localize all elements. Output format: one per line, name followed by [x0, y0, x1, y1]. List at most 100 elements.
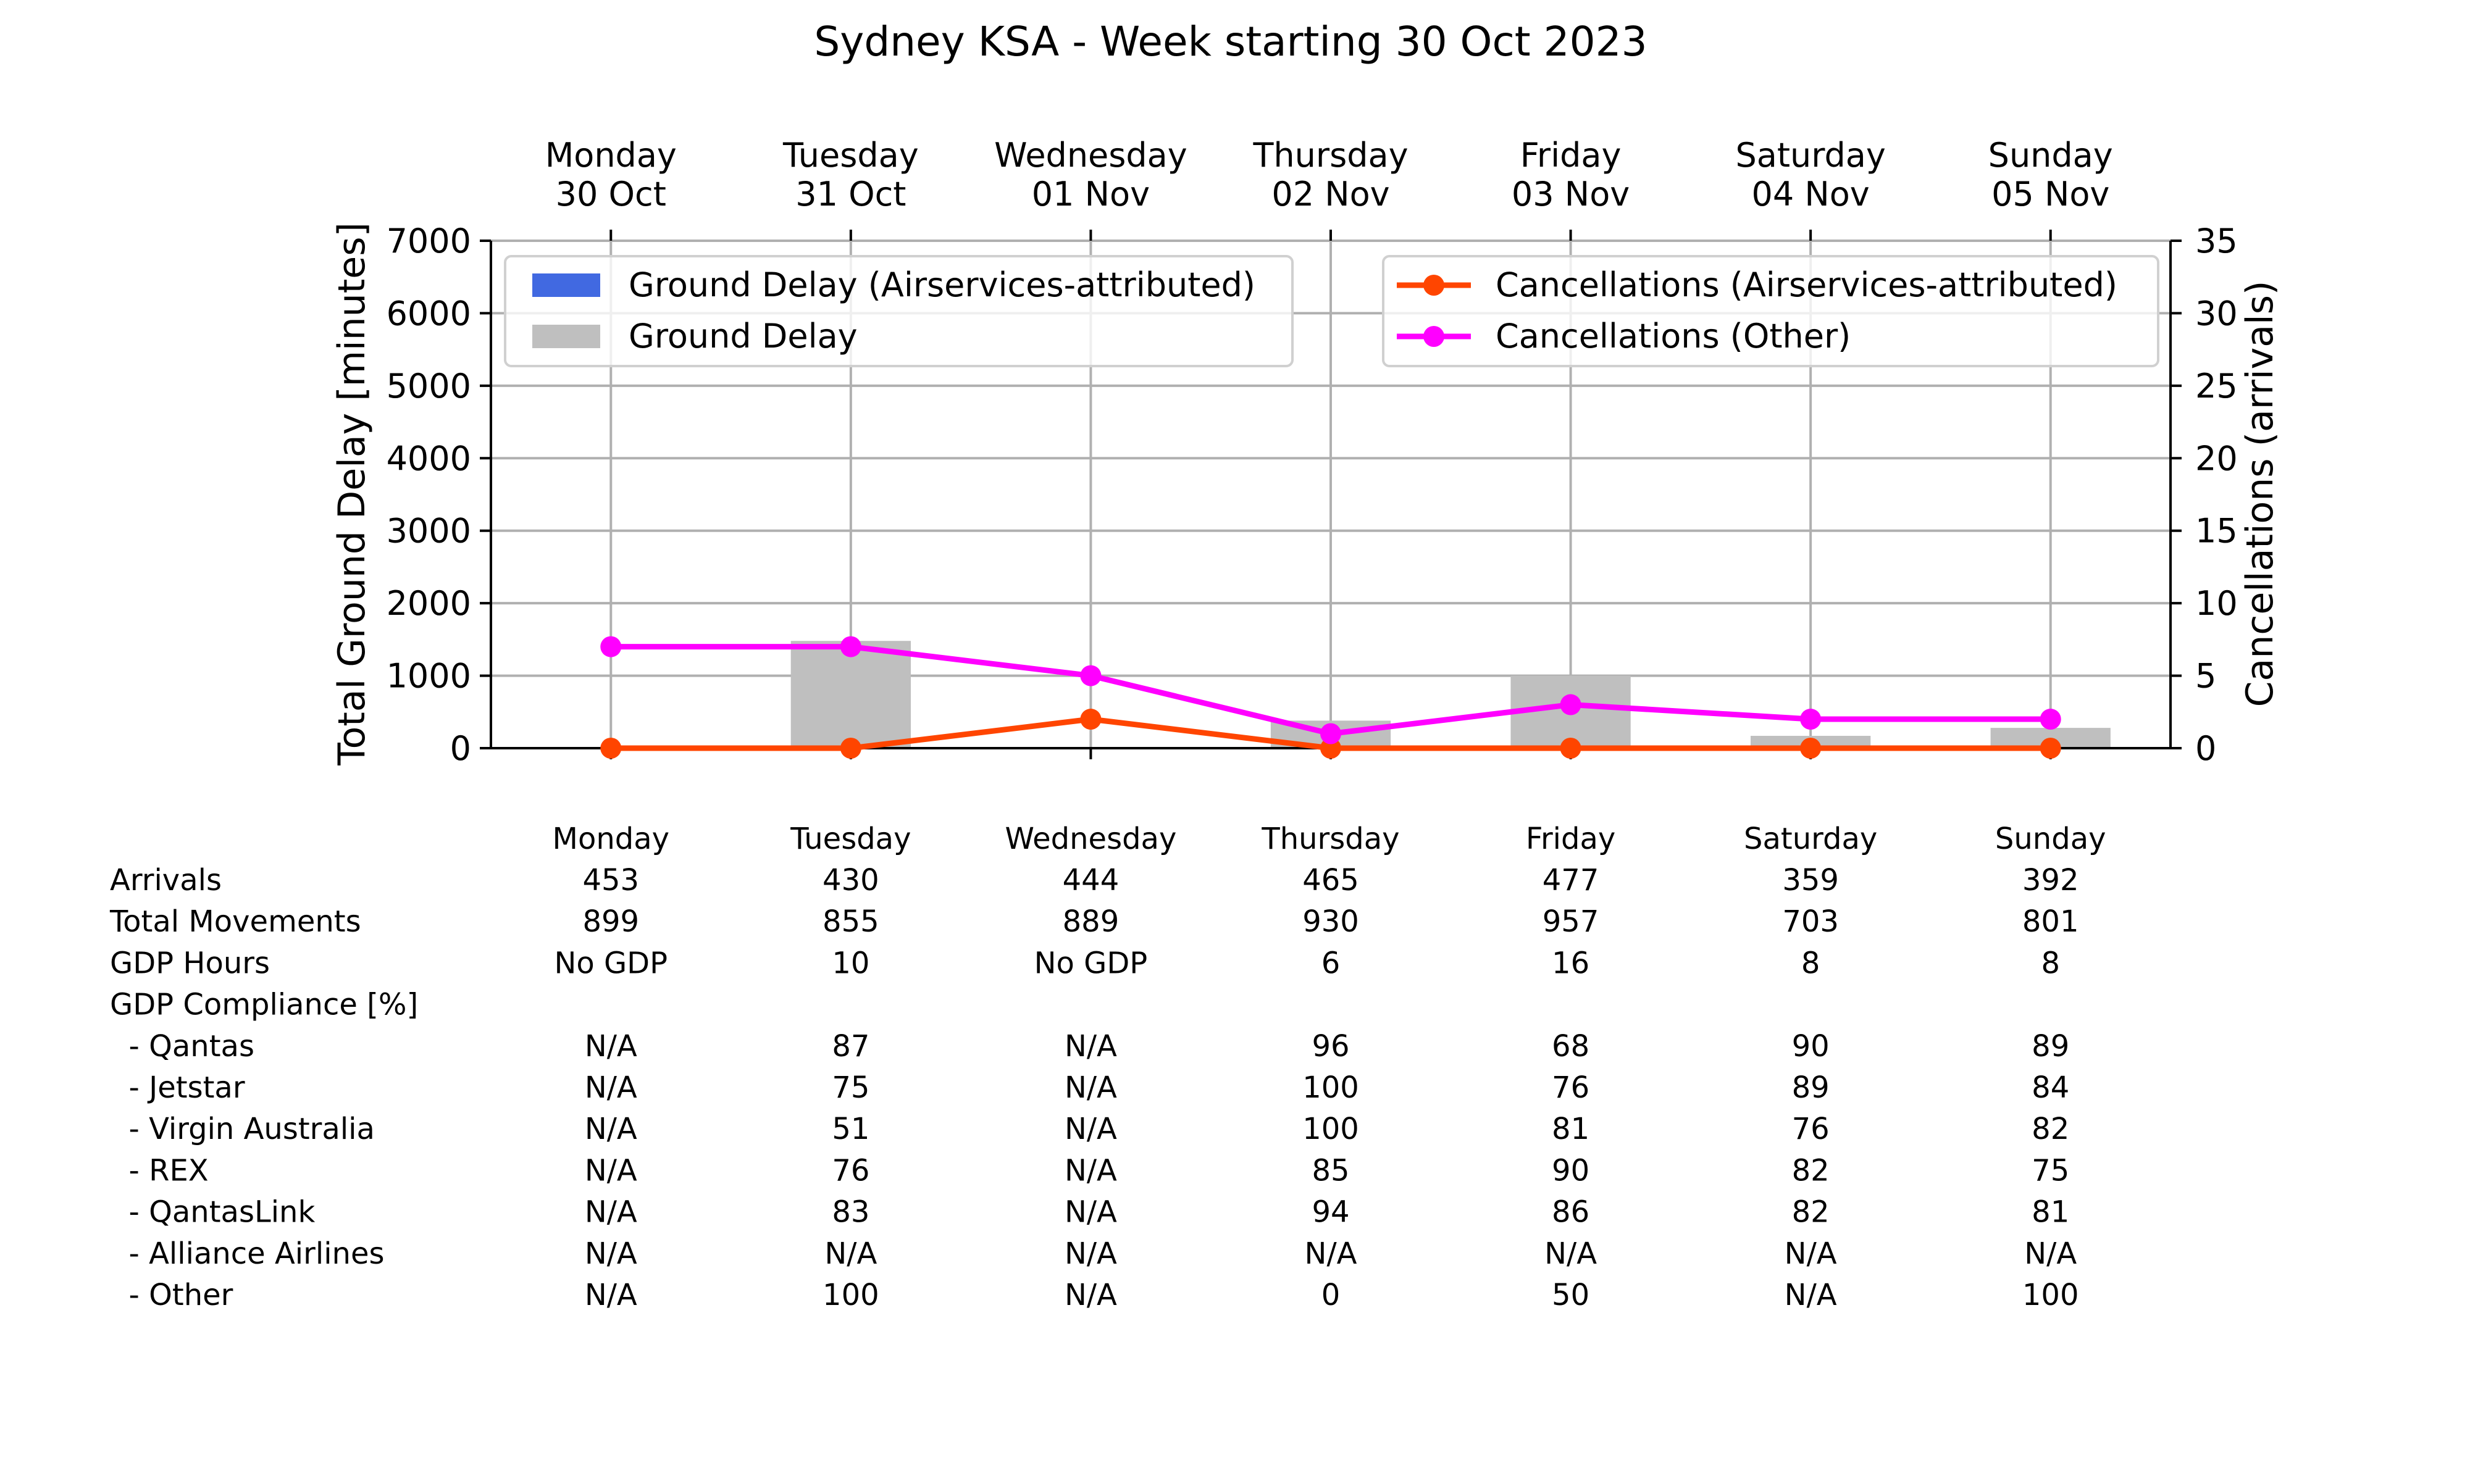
table-cell: 83 [832, 1195, 869, 1230]
table-cell: N/A [1065, 1195, 1117, 1230]
legend-swatch-ground-delay [532, 325, 600, 348]
table-cell: N/A [1065, 1278, 1117, 1312]
table-cell: 444 [1063, 863, 1120, 898]
point-cancellations-other [1320, 723, 1341, 744]
table-cell: 82 [1792, 1195, 1830, 1230]
x-tick-label-date: 02 Nov [1271, 175, 1389, 214]
table-cell: 75 [2032, 1153, 2069, 1188]
table-cell: N/A [1785, 1236, 1837, 1271]
table-cell: 81 [2032, 1195, 2069, 1230]
table-cell: 8 [1801, 946, 1820, 980]
x-tick-label-date: 30 Oct [556, 175, 666, 214]
table-row-label: - Virgin Australia [110, 1112, 375, 1146]
table-cell: N/A [1305, 1236, 1357, 1271]
table-cell: No GDP [1034, 946, 1148, 980]
table-cell: 6 [1321, 946, 1341, 980]
table-cell: 0 [1321, 1278, 1341, 1312]
x-tick-label-date: 05 Nov [1991, 175, 2109, 214]
table-cell: 50 [1552, 1278, 1589, 1312]
table-cell: N/A [824, 1236, 877, 1271]
table-cell: N/A [1065, 1029, 1117, 1064]
table-header-day: Wednesday [1005, 822, 1176, 856]
table-header-day: Thursday [1261, 822, 1399, 856]
table-cell: N/A [585, 1153, 637, 1188]
table-cell: 84 [2032, 1070, 2069, 1105]
x-tick-label-date: 04 Nov [1752, 175, 1870, 214]
y-tick-label-left: 0 [450, 729, 471, 768]
bar-ground-delay [790, 641, 911, 748]
table-cell: 392 [2022, 863, 2079, 898]
x-tick-label-day: Thursday [1252, 136, 1408, 175]
table-cell: N/A [585, 1195, 637, 1230]
table-cell: 899 [582, 904, 639, 939]
point-cancellations-airservices [2040, 738, 2061, 759]
legend-left-box [504, 255, 1294, 367]
x-tick-label-day: Wednesday [994, 136, 1187, 175]
point-cancellations-other [840, 636, 861, 657]
table-cell: 89 [2032, 1029, 2069, 1064]
table-row-label: GDP Compliance [%] [110, 988, 418, 1022]
point-cancellations-airservices [600, 738, 622, 759]
table-row-label: - Alliance Airlines [110, 1236, 385, 1271]
table-cell: 16 [1552, 946, 1589, 980]
tick-labels: 0 1000 2000 3000 4000 5000 6000 7000 0 5 10 15 20 25 3… [387, 136, 2238, 768]
legend-marker-cancellations-other [1423, 326, 1444, 347]
table-cell: 81 [1552, 1112, 1589, 1146]
table-cell: 85 [1312, 1153, 1349, 1188]
y-tick-label-right: 20 [2195, 439, 2238, 478]
table-cell: N/A [1065, 1236, 1117, 1271]
table-cell: 82 [1792, 1153, 1830, 1188]
x-tick-label-day: Monday [545, 136, 677, 175]
table-cell: No GDP [554, 946, 668, 980]
x-tick-label-day: Tuesday [782, 136, 919, 175]
table-cell: N/A [1065, 1070, 1117, 1105]
table-row-label: GDP Hours [110, 946, 270, 980]
point-cancellations-other [2040, 709, 2061, 730]
x-tick-label-day: Sunday [1988, 136, 2113, 175]
table-header-day: Sunday [1995, 822, 2106, 856]
table-cell: 51 [832, 1112, 869, 1146]
table-row-label: - REX [110, 1153, 209, 1188]
table-row-label: Total Movements [109, 904, 361, 939]
y-tick-label-left: 1000 [387, 657, 471, 696]
table-cell: 889 [1063, 904, 1120, 939]
table-cell: 957 [1543, 904, 1599, 939]
table-row-label: - Other [110, 1278, 233, 1312]
y-tick-label-right: 15 [2195, 512, 2238, 551]
table-cell: 76 [1792, 1112, 1830, 1146]
table-row-label: - QantasLink [110, 1195, 315, 1230]
table-cell: 801 [2022, 904, 2079, 939]
table-cell: N/A [585, 1112, 637, 1146]
point-cancellations-other [1800, 709, 1822, 730]
table-cell: 96 [1312, 1029, 1349, 1064]
table-row-label: - Jetstar [110, 1070, 245, 1105]
y-tick-label-right: 5 [2195, 657, 2216, 696]
table-cell: 82 [2032, 1112, 2069, 1146]
table-cell: 94 [1312, 1195, 1349, 1230]
line-series [600, 636, 2061, 759]
point-cancellations-other [1560, 694, 1581, 715]
point-cancellations-other [1080, 665, 1102, 686]
x-tick-label-date: 03 Nov [1512, 175, 1630, 214]
table-cell: N/A [585, 1029, 637, 1064]
table-cell: N/A [1544, 1236, 1597, 1271]
table-header-day: Friday [1526, 822, 1615, 856]
table-cell: 100 [823, 1278, 879, 1312]
table-row-label: - Qantas [110, 1029, 254, 1064]
table-cell: 76 [832, 1153, 869, 1188]
legend-label-ground-delay-airservices: Ground Delay (Airservices-attributed) [629, 265, 1255, 304]
table-cell: 430 [823, 863, 879, 898]
table-cell: 465 [1302, 863, 1359, 898]
table-cell: 90 [1552, 1153, 1589, 1188]
table-cell: 855 [823, 904, 879, 939]
table-cell: 100 [2022, 1278, 2079, 1312]
point-cancellations-airservices [1080, 709, 1102, 730]
chart-title: Sydney KSA - Week starting 30 Oct 2023 [814, 18, 1647, 65]
y-axis-right-label: Cancellations (arrivals) [2238, 281, 2282, 707]
x-tick-label-day: Saturday [1735, 136, 1885, 175]
y-tick-label-left: 5000 [387, 367, 471, 406]
x-tick-label-date: 31 Oct [795, 175, 906, 214]
table-cell: 703 [1782, 904, 1839, 939]
table-cell: N/A [1785, 1278, 1837, 1312]
stats-table: Monday Tuesday Wednesday Thursday Friday Satu… [109, 822, 2106, 1312]
